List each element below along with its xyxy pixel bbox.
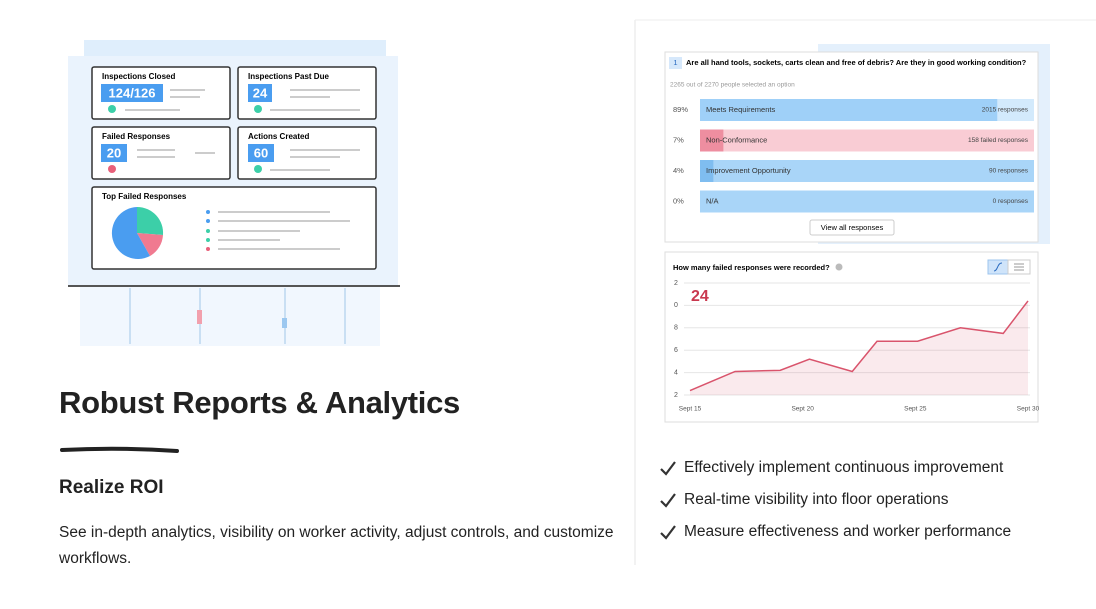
option-bar bbox=[700, 99, 998, 121]
table-toggle-icon bbox=[1014, 263, 1024, 271]
heading: Robust Reports & Analytics bbox=[59, 385, 460, 420]
subheading: Realize ROI bbox=[59, 477, 164, 498]
description: See in-depth analytics, visibility on wo… bbox=[59, 524, 614, 567]
question-number: 1 bbox=[673, 58, 677, 67]
marker bbox=[197, 310, 202, 324]
chart-card bbox=[664, 251, 1039, 423]
placeholder-lines bbox=[125, 89, 360, 250]
y-tick-label: 0 bbox=[674, 302, 678, 309]
option-label: N/A bbox=[706, 196, 719, 205]
card-title: Failed Responses bbox=[102, 132, 171, 141]
question-number-box bbox=[669, 57, 682, 69]
chart-toggle-icon bbox=[993, 262, 1003, 272]
y-tick-label: 8 bbox=[674, 325, 678, 332]
info-icon bbox=[835, 263, 843, 271]
value-boxes bbox=[101, 84, 274, 162]
big-value: 24 bbox=[691, 288, 709, 305]
checklist-item: Effectively implement continuous improve… bbox=[684, 459, 1004, 476]
y-tick-label: 6 bbox=[674, 347, 678, 354]
view-all-label[interactable]: View all responses bbox=[821, 223, 884, 232]
view-all-button[interactable] bbox=[809, 219, 895, 236]
pie bbox=[111, 206, 164, 259]
y-tick-label: 2 bbox=[674, 392, 678, 399]
card-title: Top Failed Responses bbox=[102, 192, 187, 201]
option-track bbox=[700, 129, 1034, 152]
x-tick-label: Sept 15 bbox=[679, 406, 702, 413]
check-icon bbox=[660, 461, 676, 476]
checklist-item: Real-time visibility into floor operatio… bbox=[684, 491, 949, 508]
card-value: 24 bbox=[253, 85, 268, 100]
option-percent: 0% bbox=[673, 196, 684, 205]
option-label: Improvement Opportunity bbox=[706, 166, 791, 175]
option-responses: 90 responses bbox=[989, 168, 1029, 175]
x-tick-label: Sept 25 bbox=[904, 406, 927, 413]
card-title: Inspections Past Due bbox=[248, 72, 329, 81]
option-track bbox=[700, 190, 1034, 213]
checklist-item: Measure effectiveness and worker perform… bbox=[684, 523, 1011, 540]
option-percent: 89% bbox=[673, 105, 688, 114]
option-bar bbox=[700, 129, 724, 152]
illustration-base bbox=[80, 286, 380, 346]
y-tick-label: 2 bbox=[674, 280, 678, 287]
card-title: Actions Created bbox=[248, 132, 309, 141]
option-responses: 0 responses bbox=[993, 198, 1029, 205]
question-summary: 2265 out of 2270 people selected an opti… bbox=[670, 82, 795, 89]
check-icon bbox=[660, 525, 676, 540]
option-track bbox=[700, 160, 1034, 182]
x-tick-label: Sept 30 bbox=[1017, 406, 1040, 413]
underline bbox=[60, 446, 179, 453]
option-percent: 4% bbox=[673, 166, 684, 175]
option-bar bbox=[700, 160, 714, 182]
card-value: 124/126 bbox=[109, 85, 156, 100]
option-responses: 158 failed responses bbox=[968, 137, 1029, 144]
option-percent: 7% bbox=[673, 135, 684, 144]
card-value: 20 bbox=[107, 145, 121, 160]
y-tick-label: 4 bbox=[674, 369, 678, 376]
checklist: Effectively implement continuous improve… bbox=[660, 459, 1011, 540]
legend-dots bbox=[108, 105, 262, 251]
card-value: 60 bbox=[254, 145, 268, 160]
marker bbox=[282, 318, 287, 328]
area bbox=[690, 300, 1028, 395]
line bbox=[689, 300, 1029, 392]
option-responses: 2015 responses bbox=[982, 107, 1029, 114]
card-title: Inspections Closed bbox=[102, 72, 175, 81]
option-label: Meets Requirements bbox=[706, 105, 775, 114]
x-tick-label: Sept 20 bbox=[791, 406, 814, 413]
option-label: Non-Conformance bbox=[706, 135, 767, 144]
chart-title: How many failed responses were recorded? bbox=[673, 263, 830, 272]
question-text: Are all hand tools, sockets, carts clean… bbox=[686, 58, 1027, 67]
check-icon bbox=[660, 493, 676, 508]
